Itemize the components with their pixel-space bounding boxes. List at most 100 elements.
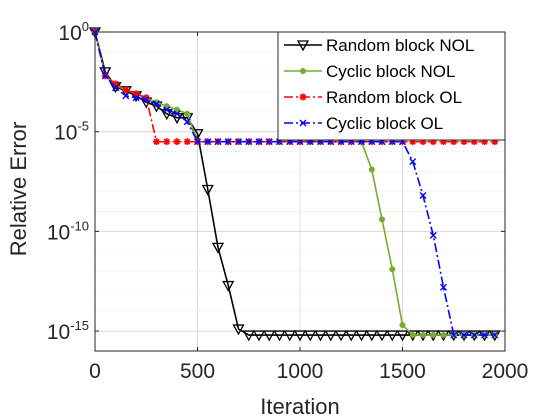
data-point — [396, 330, 409, 342]
series-layer — [88, 27, 501, 342]
x-tick-labels: 0 500 1000 1500 2000 — [89, 360, 528, 383]
y-tick-exponent: -15 — [70, 318, 89, 333]
data-point — [460, 138, 468, 146]
data-point — [470, 138, 478, 146]
data-point — [355, 330, 368, 342]
y-tick-exponent: -5 — [77, 119, 89, 134]
data-point — [460, 331, 468, 339]
legend-entry: Random block NOL — [284, 36, 474, 55]
data-point — [132, 94, 140, 102]
data-point — [153, 138, 160, 146]
data-point — [122, 86, 130, 94]
data-point — [211, 242, 225, 254]
data-point — [386, 330, 399, 342]
data-point — [112, 80, 119, 88]
series-line — [94, 31, 495, 336]
data-point — [409, 158, 417, 166]
y-tick-base: 10 — [54, 122, 77, 145]
x-tick-label: 1500 — [379, 360, 426, 383]
legend-label: Random block OL — [326, 88, 462, 107]
data-point — [334, 330, 348, 342]
data-point — [409, 332, 416, 339]
data-point — [450, 331, 458, 339]
data-point — [163, 138, 171, 146]
y-tick-label: 100 — [58, 19, 89, 45]
data-point — [430, 332, 437, 339]
data-point — [378, 216, 386, 223]
legend-entry: Cyclic block NOL — [284, 62, 455, 81]
data-point — [314, 330, 327, 342]
legend-marker — [299, 119, 307, 127]
data-point — [409, 138, 417, 146]
data-point — [419, 332, 427, 339]
data-point — [142, 94, 150, 102]
data-point — [345, 330, 358, 342]
data-point — [399, 322, 406, 329]
data-point — [194, 138, 201, 146]
y-tick-label: 10-5 — [54, 119, 89, 145]
legend-entry: Random block OL — [284, 88, 462, 107]
data-point — [389, 266, 396, 273]
data-point — [224, 138, 232, 146]
y-tick-label: 10-15 — [47, 318, 89, 344]
data-point — [101, 72, 109, 80]
data-point — [184, 110, 191, 117]
y-tick-exponent: 0 — [82, 19, 89, 34]
data-point — [163, 106, 171, 114]
data-point — [173, 106, 181, 113]
data-point — [368, 166, 375, 173]
data-point — [222, 280, 235, 292]
data-point — [440, 283, 447, 291]
data-point — [255, 138, 263, 146]
data-point — [265, 138, 273, 146]
data-point — [419, 192, 427, 199]
data-point — [481, 331, 488, 339]
data-point — [365, 330, 378, 342]
data-point — [440, 332, 447, 339]
data-point — [201, 184, 214, 196]
data-point — [245, 138, 253, 146]
y-tick-base: 10 — [58, 22, 81, 45]
data-point — [481, 138, 488, 146]
data-point — [491, 138, 499, 146]
data-point — [232, 324, 245, 336]
data-point — [283, 330, 296, 342]
data-point — [429, 231, 437, 239]
data-point — [419, 138, 427, 146]
x-tick-label: 500 — [180, 360, 215, 383]
x-tick-label: 0 — [89, 360, 101, 383]
data-point — [99, 67, 112, 79]
legend-marker — [296, 40, 310, 52]
legend: Random block NOL Cyclic block NOL Random b… — [277, 31, 506, 141]
legend-marker — [299, 93, 307, 101]
data-point — [324, 330, 337, 342]
y-tick-base: 10 — [47, 321, 70, 344]
data-point — [470, 331, 478, 339]
data-point — [293, 330, 307, 342]
data-point — [375, 330, 389, 342]
data-point — [429, 138, 437, 146]
data-point — [122, 92, 130, 100]
data-point — [304, 330, 317, 342]
data-point — [132, 90, 140, 98]
data-point — [173, 138, 181, 146]
data-point — [440, 138, 447, 146]
data-point — [112, 84, 119, 92]
data-point — [242, 330, 255, 342]
x-tick-label: 1000 — [277, 360, 324, 383]
data-point — [142, 96, 150, 104]
data-point — [491, 331, 499, 339]
data-point — [252, 330, 266, 342]
x-tick-label: 2000 — [482, 360, 529, 383]
data-point — [204, 138, 212, 146]
legend-label: Cyclic block OL — [326, 114, 443, 133]
data-point — [183, 118, 191, 126]
data-point — [214, 138, 222, 146]
data-point — [263, 330, 276, 342]
data-point — [450, 138, 458, 146]
y-tick-exponent: -10 — [70, 218, 89, 233]
legend-label: Random block NOL — [326, 36, 474, 55]
y-axis-title: Relative Error — [6, 122, 31, 256]
